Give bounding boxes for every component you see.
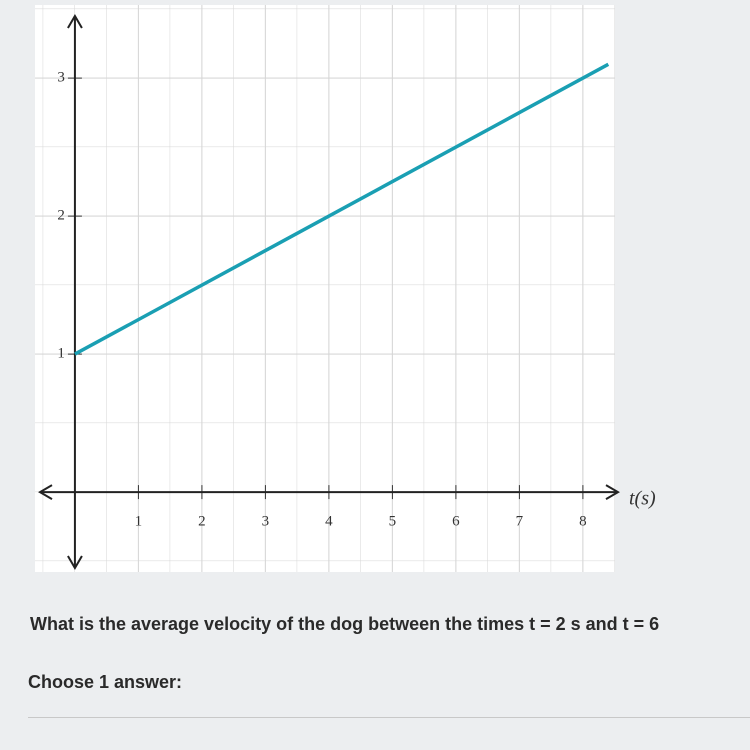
x-arrow-right <box>605 484 620 500</box>
y-tick-label: 3 <box>57 70 65 86</box>
x-tick-label: 8 <box>579 514 587 530</box>
minor-grid <box>35 5 615 572</box>
chart: 1 2 3 1 2 3 4 5 6 7 8 t(s) <box>35 5 656 572</box>
x-tick-label: 6 <box>452 514 460 530</box>
x-arrow-left <box>38 484 53 500</box>
x-tick-label: 7 <box>516 514 524 530</box>
x-tick-label: 2 <box>198 514 206 530</box>
data-line <box>74 62 610 356</box>
question-text: What is the average velocity of the dog … <box>30 614 660 634</box>
y-arrow-bottom <box>67 555 83 570</box>
x-tick-label: 4 <box>325 514 333 530</box>
x-tick-label: 3 <box>262 514 270 530</box>
x-tick-label: 1 <box>135 514 143 530</box>
y-arrow-top <box>67 14 83 29</box>
y-tick-label: 2 <box>57 208 65 224</box>
x-axis-label: t(s) <box>629 488 656 510</box>
separator <box>28 717 750 718</box>
x-tick-label: 5 <box>389 514 397 530</box>
answer-prompt: Choose 1 answer: <box>28 672 183 692</box>
y-tick-label: 1 <box>57 346 65 362</box>
